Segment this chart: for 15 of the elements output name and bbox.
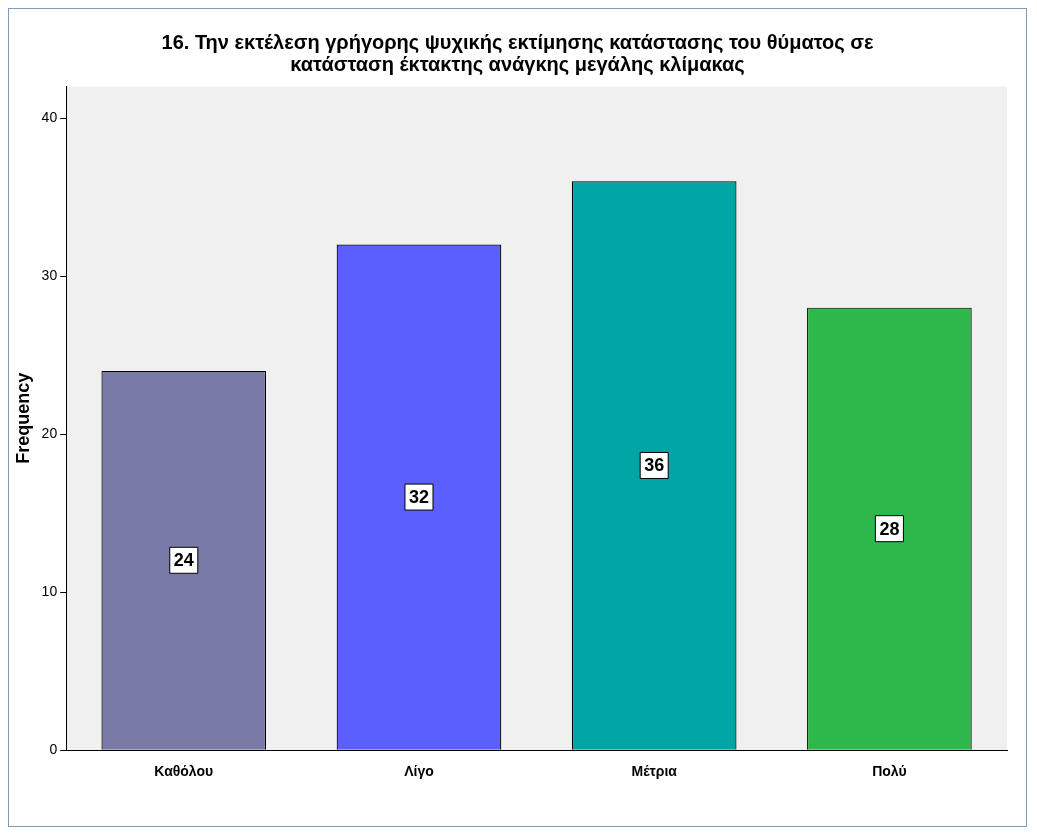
chart-title: 16. Την εκτέλεση γρήγορης ψυχικής εκτίμησης κατάστασης του θύματος σε κατάσταση έκτακτης ανάγκης μεγάλης κλίμακας xyxy=(160,30,875,75)
y-tick-label: 20 xyxy=(41,424,58,441)
data-label: 24 xyxy=(173,550,194,571)
data-label: 36 xyxy=(644,455,665,476)
x-tick-label: Μέτρια xyxy=(631,763,678,780)
x-tick-label: Πολύ xyxy=(872,763,907,780)
y-tick-label: 10 xyxy=(41,583,58,600)
data-label: 28 xyxy=(879,518,900,539)
x-tick-label: Λίγο xyxy=(404,763,434,780)
y-tick-label: 0 xyxy=(49,741,58,758)
data-label: 32 xyxy=(408,487,429,508)
y-tick-label: 40 xyxy=(41,108,58,125)
y-axis-title: Frequency xyxy=(12,372,33,464)
y-tick-label: 30 xyxy=(41,266,58,283)
x-tick-label: Καθόλου xyxy=(154,763,214,780)
